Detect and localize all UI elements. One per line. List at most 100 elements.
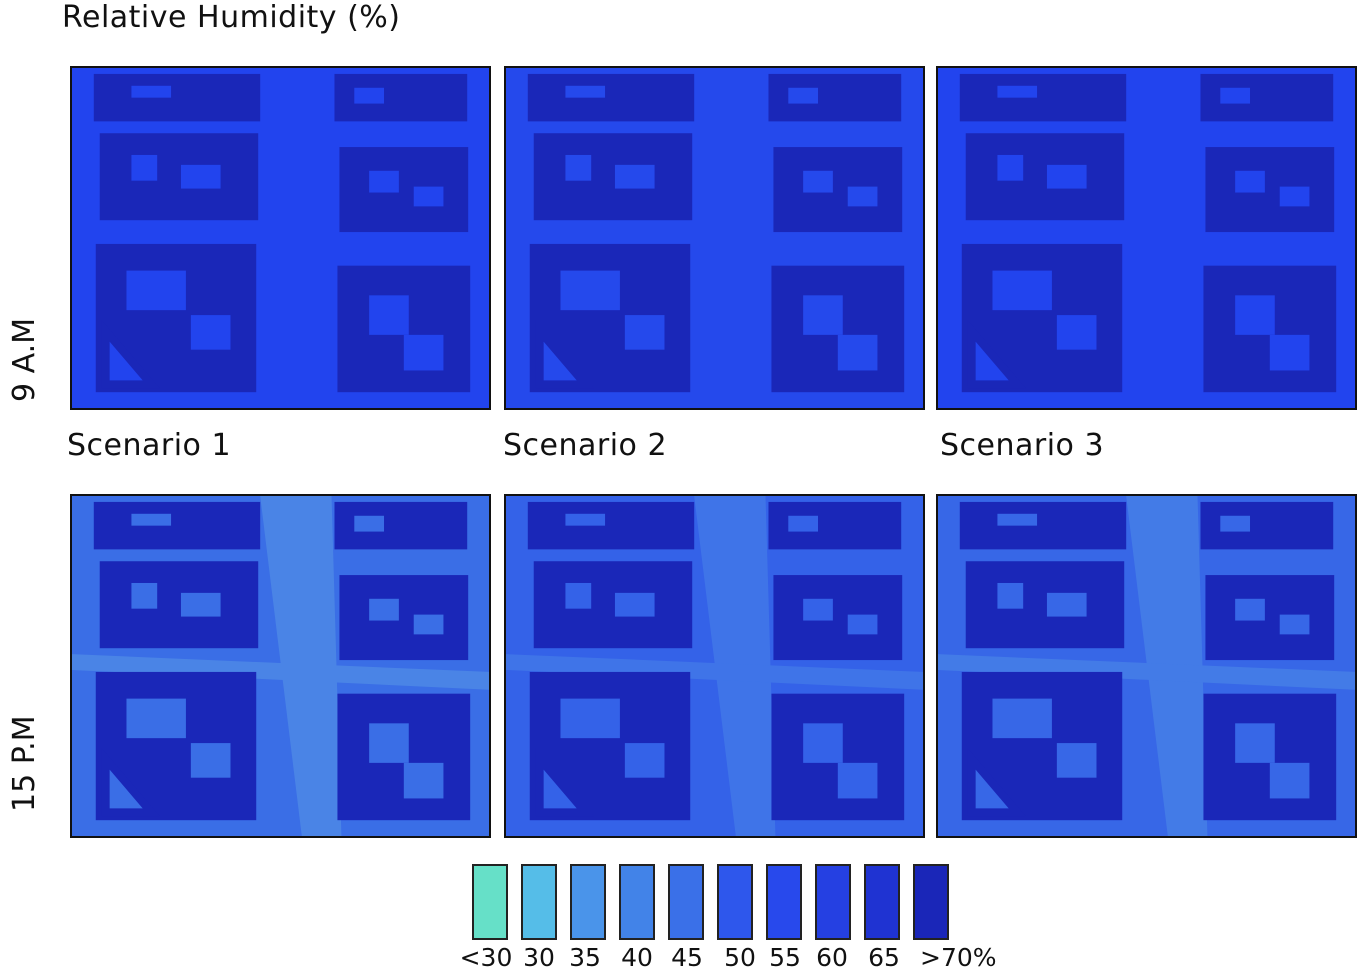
courtyard bbox=[788, 515, 819, 532]
humidity-map-svg bbox=[72, 68, 489, 408]
courtyard bbox=[403, 334, 444, 371]
legend-swatch bbox=[619, 864, 655, 940]
courtyard bbox=[565, 513, 606, 526]
figure-title: Relative Humidity (%) bbox=[62, 0, 401, 35]
courtyard bbox=[803, 170, 833, 193]
courtyard bbox=[560, 698, 620, 739]
map-panel-15pm-scenario-1 bbox=[70, 494, 491, 838]
humidity-map-svg bbox=[506, 496, 923, 836]
courtyard bbox=[992, 698, 1052, 739]
humidity-map-svg bbox=[506, 68, 923, 408]
courtyard bbox=[369, 723, 409, 763]
legend-label: 35 bbox=[569, 943, 601, 972]
courtyard bbox=[1269, 762, 1310, 799]
scenario-label-1: Scenario 1 bbox=[67, 428, 232, 463]
legend-label: 60 bbox=[816, 943, 848, 972]
building-block bbox=[339, 575, 469, 661]
building-block bbox=[773, 147, 903, 233]
legend-label: 50 bbox=[724, 943, 756, 972]
cross-street bbox=[72, 654, 489, 690]
triangle-plaza bbox=[535, 320, 594, 389]
courtyard bbox=[997, 582, 1024, 609]
courtyard bbox=[126, 698, 186, 739]
row-label-15pm: 15 P.M bbox=[7, 715, 42, 812]
courtyard bbox=[565, 85, 606, 98]
courtyard bbox=[997, 85, 1038, 98]
courtyard bbox=[131, 85, 172, 98]
courtyard bbox=[614, 592, 655, 617]
courtyard bbox=[126, 270, 186, 311]
building-block bbox=[533, 561, 693, 649]
map-panel-15pm-scenario-3 bbox=[936, 494, 1357, 838]
courtyard bbox=[131, 582, 158, 609]
building-block bbox=[339, 147, 469, 233]
legend-swatch bbox=[864, 864, 900, 940]
courtyard bbox=[369, 170, 399, 193]
legend-label: 30 bbox=[523, 943, 555, 972]
scenario-label-3: Scenario 3 bbox=[940, 428, 1105, 463]
legend-swatch bbox=[717, 864, 753, 940]
legend-swatch bbox=[913, 864, 949, 940]
courtyard bbox=[847, 614, 878, 635]
courtyard bbox=[803, 723, 843, 763]
courtyard bbox=[190, 315, 231, 350]
building-block bbox=[959, 501, 1127, 550]
courtyard bbox=[997, 513, 1038, 526]
building-block bbox=[1205, 575, 1335, 661]
courtyard bbox=[788, 87, 819, 104]
courtyard bbox=[131, 513, 172, 526]
legend-swatch bbox=[668, 864, 704, 940]
building-block bbox=[527, 501, 695, 550]
courtyard bbox=[354, 515, 385, 532]
cross-street bbox=[506, 654, 923, 690]
legend-swatch bbox=[521, 864, 557, 940]
courtyard bbox=[413, 186, 444, 207]
courtyard bbox=[803, 295, 843, 335]
courtyard bbox=[565, 582, 592, 609]
humidity-map-svg bbox=[938, 496, 1355, 836]
courtyard bbox=[1235, 170, 1265, 193]
legend-swatch bbox=[472, 864, 508, 940]
courtyard bbox=[1220, 87, 1251, 104]
legend-label: <30 bbox=[459, 943, 513, 972]
courtyard bbox=[1279, 186, 1310, 207]
courtyard bbox=[1220, 515, 1251, 532]
courtyard bbox=[131, 154, 158, 181]
courtyard bbox=[1279, 614, 1310, 635]
building-block bbox=[1205, 147, 1335, 233]
map-panel-9am-scenario-2 bbox=[504, 66, 925, 410]
courtyard bbox=[992, 270, 1052, 311]
building-block bbox=[527, 73, 695, 122]
map-panel-15pm-scenario-2 bbox=[504, 494, 925, 838]
map-panel-9am-scenario-3 bbox=[936, 66, 1357, 410]
row-label-9am: 9 A.M bbox=[7, 317, 42, 402]
courtyard bbox=[1046, 164, 1087, 189]
legend-label: 55 bbox=[769, 943, 801, 972]
legend-swatch bbox=[815, 864, 851, 940]
courtyard bbox=[180, 164, 221, 189]
courtyard bbox=[560, 270, 620, 311]
courtyard bbox=[190, 743, 231, 778]
humidity-map-svg bbox=[938, 68, 1355, 408]
building-block bbox=[959, 73, 1127, 122]
legend-label: 45 bbox=[671, 943, 703, 972]
legend-label: 40 bbox=[621, 943, 653, 972]
courtyard bbox=[837, 334, 878, 371]
building-block bbox=[965, 561, 1125, 649]
courtyard bbox=[180, 592, 221, 617]
courtyard bbox=[1269, 334, 1310, 371]
courtyard bbox=[1056, 743, 1097, 778]
building-block bbox=[93, 501, 261, 550]
courtyard bbox=[413, 614, 444, 635]
courtyard bbox=[565, 154, 592, 181]
cross-street bbox=[938, 654, 1355, 690]
courtyard bbox=[997, 154, 1024, 181]
courtyard bbox=[614, 164, 655, 189]
map-panel-9am-scenario-1 bbox=[70, 66, 491, 410]
courtyard bbox=[837, 762, 878, 799]
courtyard bbox=[624, 743, 665, 778]
building-block bbox=[773, 575, 903, 661]
courtyard bbox=[403, 762, 444, 799]
building-block bbox=[533, 133, 693, 221]
courtyard bbox=[1056, 315, 1097, 350]
